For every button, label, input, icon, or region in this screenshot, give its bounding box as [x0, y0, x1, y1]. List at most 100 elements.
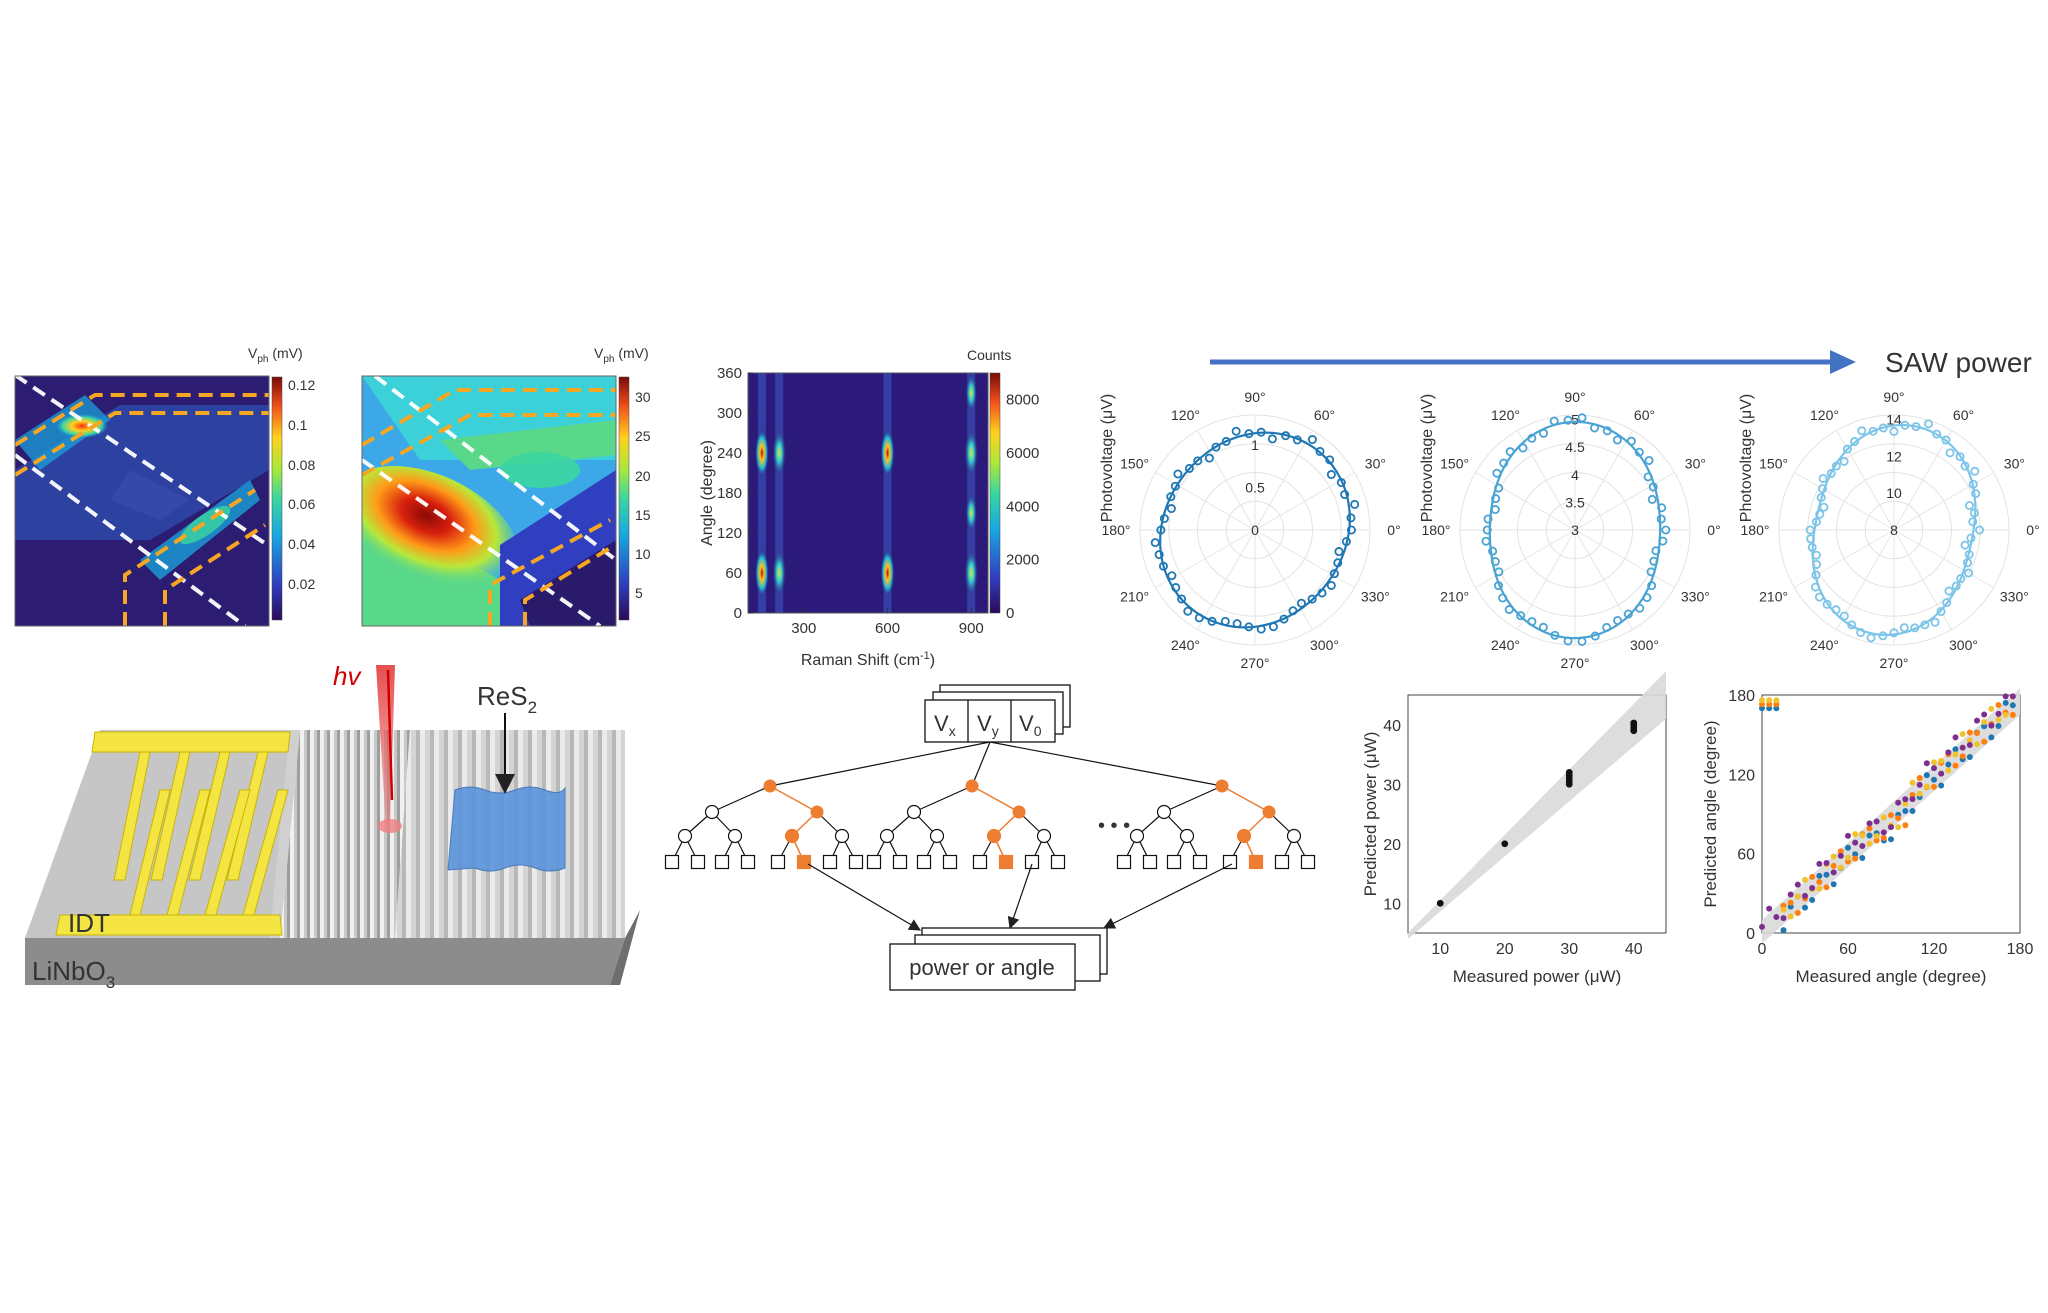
- angle-data-point: [1988, 705, 1995, 712]
- polar-data-point: [1518, 443, 1528, 453]
- raman-peak: [754, 429, 769, 477]
- raman-y-tick: 60: [725, 565, 742, 582]
- tree-node: [677, 828, 693, 844]
- angle-data-point: [1966, 754, 1973, 761]
- saw-power-arrow: SAW power: [1210, 347, 2032, 378]
- power-y-label: Predicted power (μW): [1361, 732, 1380, 897]
- polar-data-point: [1955, 452, 1965, 462]
- polar-angle-label: 30°: [1365, 456, 1386, 472]
- tree-node: [1286, 828, 1302, 844]
- angle-data-point: [1773, 697, 1780, 704]
- angle-data-point: [2002, 693, 2009, 700]
- polar-angle-label: 300°: [1949, 637, 1978, 653]
- raman-peak: [964, 549, 979, 597]
- angle-data-point: [2009, 693, 2016, 700]
- polar-data-point: [1490, 557, 1500, 567]
- ellipsis: • • •: [1098, 815, 1130, 837]
- polar-data-point: [1350, 499, 1360, 509]
- polar-data-point: [1831, 461, 1841, 471]
- angle-data-point: [1880, 814, 1887, 821]
- angle-data-point: [1995, 722, 2002, 729]
- angle-data-point: [1837, 848, 1844, 855]
- output-label: power or angle: [909, 955, 1055, 980]
- angle-data-point: [1837, 852, 1844, 859]
- angle-data-point: [1852, 831, 1859, 838]
- tree-leaf: [972, 854, 988, 870]
- raman-x-tick: 600: [875, 620, 900, 637]
- polar-grid-spoke: [1893, 430, 1952, 531]
- polar-data-point: [1878, 423, 1888, 433]
- polar-radial-label: 10: [1886, 485, 1902, 501]
- tree-leaf: [1192, 854, 1208, 870]
- angle-data-point: [1766, 905, 1773, 912]
- tree-node: [727, 828, 743, 844]
- polar-data-point: [1856, 628, 1866, 638]
- polar-data-point: [1281, 431, 1291, 441]
- angle-data-point: [1873, 818, 1880, 825]
- angle-data-point: [1952, 734, 1959, 741]
- polar-angle-label: 330°: [1361, 589, 1390, 605]
- polar-grid-spoke: [1836, 430, 1895, 531]
- polar-grid-spoke: [1475, 529, 1576, 588]
- angle-data-point: [1895, 815, 1902, 822]
- angle-data-point: [1859, 843, 1866, 850]
- raman-y-tick: 240: [717, 445, 742, 462]
- colorbar-b-tick: 25: [635, 428, 651, 444]
- polar-angle-label: 30°: [1685, 456, 1706, 472]
- res2-flake: [447, 786, 566, 872]
- angle-data-point: [1966, 741, 1973, 748]
- polar-data-point: [1814, 592, 1824, 602]
- polar-grid-spoke: [1574, 430, 1633, 531]
- tree-node: [1262, 805, 1276, 819]
- angle-data-point: [1995, 701, 2002, 708]
- angle-data-point: [1938, 770, 1945, 777]
- angle-data-point: [1888, 812, 1894, 819]
- tree-leaf: [848, 854, 864, 870]
- polar-data-point: [1839, 611, 1849, 621]
- polar-data-point: [1944, 586, 1954, 596]
- tree-leaf: [916, 854, 932, 870]
- tree-node: [1156, 804, 1172, 820]
- power-y-tick: 30: [1383, 777, 1401, 794]
- polar-data-point: [1816, 493, 1826, 503]
- colorbar-b-tick: 15: [635, 507, 651, 523]
- polar-data-point: [1634, 447, 1644, 457]
- angle-data-point: [1945, 749, 1952, 756]
- polar-data-point: [1811, 570, 1821, 580]
- polar-data-point: [1807, 542, 1817, 552]
- power-data-point: [1565, 768, 1573, 776]
- polar-data-point: [1498, 593, 1508, 603]
- polar-data-point: [1613, 615, 1623, 625]
- polar-grid-spoke: [1254, 529, 1355, 588]
- angle-data-point: [1931, 759, 1937, 766]
- polar-angle-label: 0°: [2026, 522, 2039, 538]
- angle-data-point: [1981, 738, 1988, 745]
- angle-data-point: [1830, 869, 1837, 876]
- polar-data-point: [1490, 505, 1500, 515]
- polar-radial-label: 0.5: [1245, 479, 1265, 495]
- polar-data-point: [1822, 599, 1832, 609]
- angle-x-tick: 0: [1758, 941, 1767, 958]
- polar-data-point: [1590, 631, 1600, 641]
- polar-data-point: [1819, 502, 1829, 512]
- polar-data-point: [1307, 594, 1317, 604]
- polar-data-point: [1268, 622, 1278, 632]
- angle-data-point: [1759, 923, 1765, 930]
- power-y-tick: 20: [1383, 837, 1401, 854]
- polar-data-point: [1493, 581, 1503, 591]
- polar-angle-label: 180°: [1741, 522, 1770, 538]
- polar-angle-label: 330°: [1681, 589, 1710, 605]
- tree-node: [810, 805, 824, 819]
- polar-data-point: [1951, 581, 1961, 591]
- polar-data-point: [1826, 468, 1836, 478]
- angle-data-point: [1873, 837, 1880, 844]
- angle-data-point: [1830, 862, 1837, 869]
- angle-x-tick: 180: [2007, 941, 2034, 958]
- angle-data-point: [1816, 878, 1823, 885]
- polar-data-point: [1642, 593, 1652, 603]
- photovoltage-map-a: Vph (mV) 0.12 0.1 0.08 0.06 0.04 0.02: [14, 345, 315, 627]
- polar-data-point: [1941, 435, 1951, 445]
- raman-y-tick: 0: [734, 605, 742, 622]
- polar-data-point: [1346, 513, 1356, 523]
- polar-grid-spoke: [1794, 529, 1895, 588]
